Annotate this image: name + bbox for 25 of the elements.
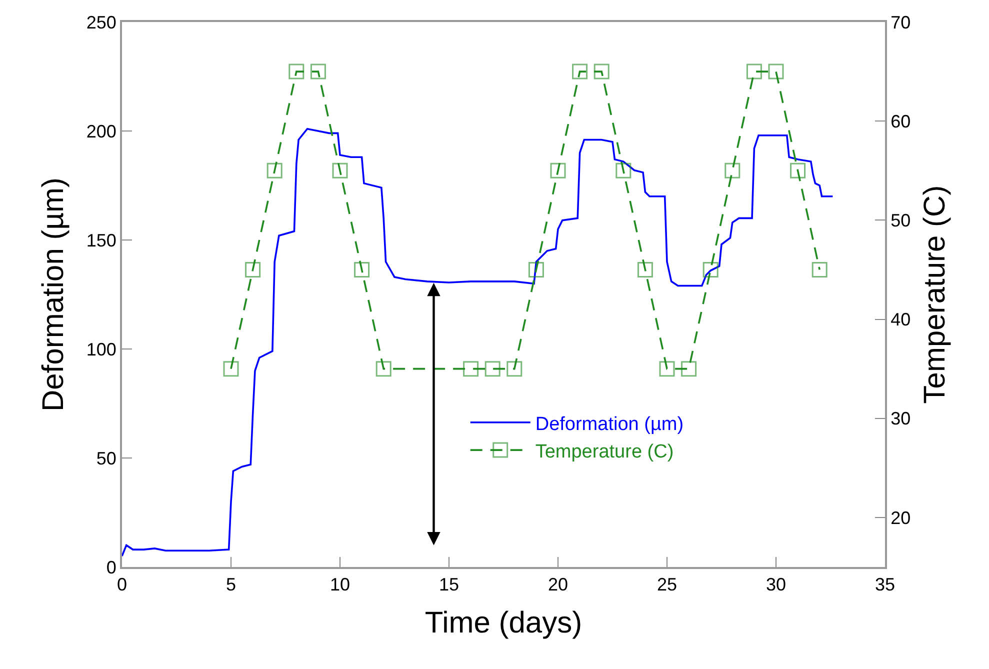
x-tick-label: 5 [226,574,236,595]
y-tick-label: 250 [86,12,116,32]
legend-label: Temperature (C) [535,441,674,462]
y-tick-label: 0 [106,557,116,578]
y-axis-title: Deformation (µm) [36,178,70,412]
x-axis-title: Time (days) [424,606,582,640]
y2-tick-label: 60 [890,111,911,132]
y2-tick-label: 20 [890,508,911,528]
x-tick-label: 20 [548,574,568,595]
y-tick-label: 150 [86,230,116,250]
x-tick-label: 10 [330,574,350,595]
x-tick-label: 25 [656,574,678,595]
y-tick-label: 50 [96,448,116,468]
x-tick-label: 35 [874,574,896,595]
legend-label: Deformation (µm) [535,414,684,435]
x-tick-label: 30 [766,574,786,595]
y2-axis-title: Temperature (C) [918,185,952,404]
y2-tick-label: 50 [890,210,911,230]
y-tick-label: 200 [86,121,116,142]
x-tick-label: 15 [438,574,460,595]
y2-tick-label: 70 [890,12,911,32]
y2-tick-label: 40 [890,310,911,330]
y2-tick-label: 30 [890,408,911,429]
line-series [122,128,834,557]
y-tick-label: 100 [86,339,116,360]
